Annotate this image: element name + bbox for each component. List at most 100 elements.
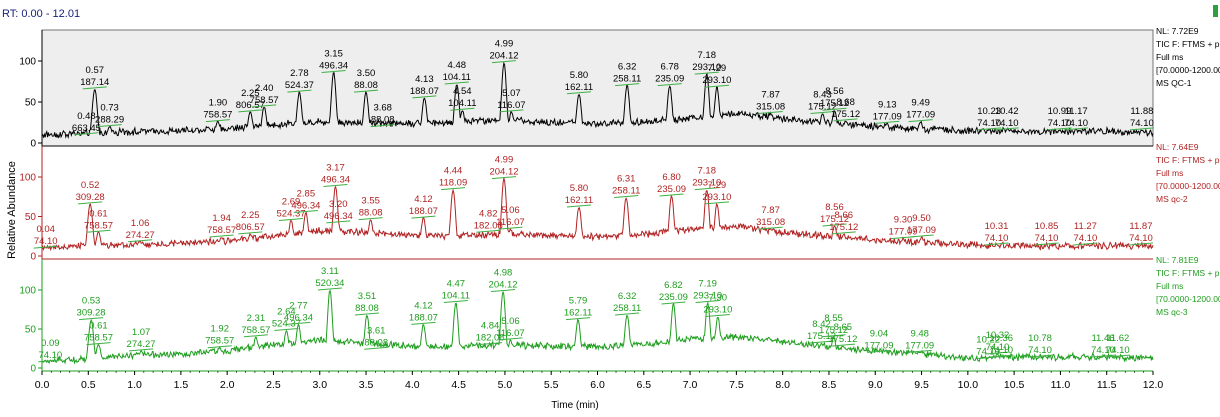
peak-marker [128,239,153,243]
x-tick-label: 1.0 [127,379,142,391]
peak-marker [566,204,592,208]
peak-rt-label: 4.99 [495,155,514,166]
peak-mz-label: 116.07 [497,100,525,111]
y-tick-label: 0 [30,364,36,375]
peak-marker [326,220,351,224]
peak-rt-label: 7.29 [708,180,727,191]
peak-mz-label: 104.11 [442,290,470,301]
peak-rt-label: 3.55 [361,196,380,207]
peak-marker [286,321,311,325]
peak-marker [287,89,312,93]
peak-marker [209,234,234,238]
peak-marker [661,301,686,305]
x-tick-label: 7.5 [729,379,744,391]
peak-rt-label: 9.04 [870,328,889,339]
peak-mz-label: 204.12 [489,280,518,291]
peak-marker [78,201,103,205]
peak-marker [97,124,122,128]
y-tick-label: 100 [19,173,36,184]
peak-marker [354,89,379,93]
peak-mz-label: 118.09 [439,178,467,189]
series-trace-qc-3 [41,289,1154,365]
rt-range-label: RT: 0.00 - 12.01 [2,8,80,20]
peak-rt-label: 8.55 [824,313,843,324]
peak-rt-label: 8.56 [825,86,844,97]
peak-marker [238,109,263,113]
peak-mz-label: 74.10 [985,233,1009,244]
peak-rt-label: 3.68 [373,103,392,114]
x-tick-label: 2.0 [220,379,235,391]
peak-marker [86,342,111,346]
peak-rt-label: 2.78 [290,68,309,79]
peak-mz-label: 315.08 [756,217,785,228]
peak-mz-label: 182.08 [474,220,503,231]
peak-rt-label: 2.40 [255,83,274,94]
x-tick-label: 2.5 [266,379,281,391]
x-tick-label: 8.0 [775,379,790,391]
peak-marker [205,119,230,123]
peak-mz-label: 258.11 [613,74,641,85]
peak-rt-label: 3.50 [357,68,376,79]
peak-rt-label: 3.15 [324,48,343,59]
peak-mz-label: 274.27 [127,339,156,350]
peak-marker [830,343,855,347]
peak-marker [441,187,466,191]
peak-rt-label: 8.66 [835,210,854,221]
peak-rt-label: 7.87 [761,89,780,100]
peak-mz-label: 162.11 [564,308,592,319]
peak-marker [444,81,469,85]
x-tick-label: 5.0 [498,379,513,391]
peak-marker [704,84,729,88]
peak-mz-label: 74.10 [989,345,1013,356]
peak-rt-label: 3.17 [326,162,345,173]
peak-mz-label: 496.34 [324,211,353,222]
peak-marker [705,314,730,318]
peak-marker [279,217,304,221]
series-info-line: [70.0000-1200.0000] [1156,65,1220,75]
y-tick-label: 0 [30,139,36,150]
peak-marker [831,231,856,235]
peak-rt-label: 10.22 [976,335,1000,346]
series-info-line: NL: 7.81E9 [1156,255,1199,265]
peak-marker [1105,354,1130,358]
peak-marker [1090,354,1116,358]
peak-mz-label: 177.09 [906,110,935,121]
peak-marker [1034,242,1059,246]
peak-mz-label: 274.27 [126,230,155,241]
x-tick-label: 0.0 [35,379,50,391]
x-tick-label: 5.5 [544,379,559,391]
peak-mz-label: 235.09 [655,74,684,85]
peak-mz-label: 175.12 [807,331,836,342]
peak-mz-label: 496.34 [321,174,350,185]
peak-rt-label: 1.07 [132,327,151,338]
peak-mz-label: 806.57 [236,100,265,111]
peak-marker [499,109,524,113]
peak-marker [833,118,858,122]
peak-rt-label: 2.64 [277,307,296,318]
peak-mz-label: 758.57 [84,220,113,231]
peak-marker [875,120,900,124]
peak-marker [498,337,523,341]
peak-mz-label: 315.08 [756,101,785,112]
peak-rt-label: 7.87 [761,205,780,216]
peak-rt-label: 10.32 [986,330,1010,341]
peak-rt-label: 0.52 [81,180,100,191]
peak-mz-label: 175.12 [829,222,858,233]
peak-mz-label: 188.07 [409,206,438,217]
peak-marker [491,60,517,64]
y-tick-label: 50 [25,325,37,336]
peak-marker [498,226,523,230]
peak-mz-label: 74.10 [1064,118,1088,129]
peak-marker [443,299,468,303]
peak-rt-label: 11.27 [1074,221,1097,232]
peak-marker [694,71,719,75]
x-tick-label: 11.5 [1097,379,1117,391]
series-info-line: [70.0000-1200.0000] [1156,294,1220,304]
peak-marker [615,83,640,87]
series-trace-QC-1 [41,61,1154,140]
peak-rt-label: 7.30 [709,293,728,304]
peak-mz-label: 177.09 [905,340,934,351]
peak-marker [450,107,475,111]
y-tick-label: 0 [30,252,36,263]
peak-marker [985,351,1010,355]
